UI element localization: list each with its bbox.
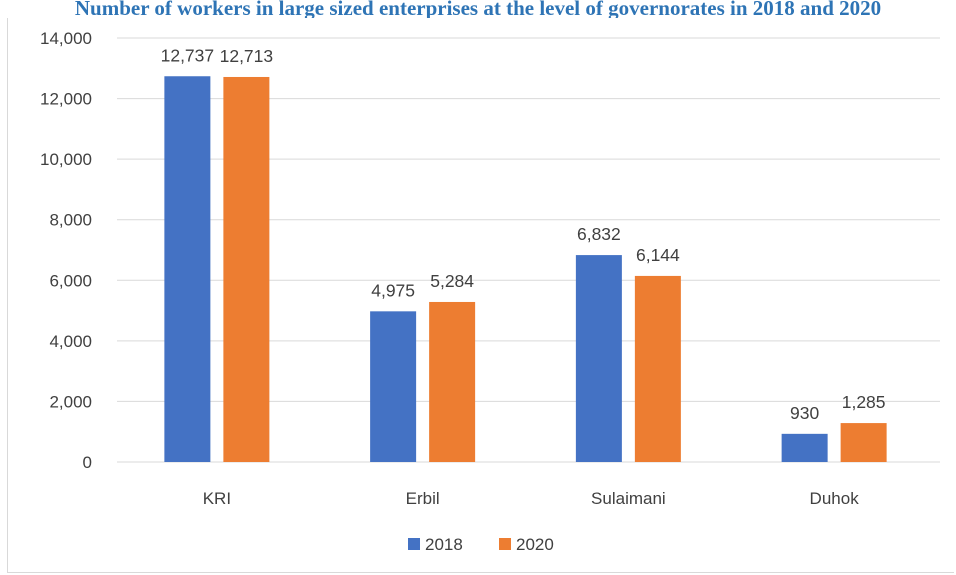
x-category-label: Duhok	[810, 489, 860, 508]
y-tick-label: 8,000	[49, 211, 92, 230]
legend-swatch-2020	[499, 538, 511, 550]
bar-2020-erbil	[429, 301, 476, 462]
data-label: 930	[790, 403, 819, 423]
data-label: 6,144	[636, 245, 680, 265]
bar-2020-duhok	[840, 423, 887, 462]
bar-2018-kri	[164, 76, 211, 462]
bar-2020-sulaimani	[634, 275, 681, 462]
legend-label: 2018	[425, 535, 463, 554]
data-label: 12,713	[220, 46, 274, 66]
data-label: 5,284	[430, 271, 474, 291]
bar-2018-sulaimani	[575, 255, 622, 462]
y-tick-label: 4,000	[49, 332, 92, 351]
data-label: 4,975	[371, 280, 415, 300]
y-tick-label: 12,000	[40, 90, 92, 109]
bar-2018-erbil	[370, 311, 417, 462]
legend-swatch-2018	[408, 538, 420, 550]
bar-2020-kri	[223, 76, 270, 462]
x-category-label: Sulaimani	[591, 489, 666, 508]
y-tick-label: 10,000	[40, 150, 92, 169]
data-label: 12,737	[161, 45, 215, 65]
data-label: 6,832	[577, 224, 621, 244]
x-category-label: Erbil	[406, 489, 440, 508]
chart-title: Number of workers in large sized enterpr…	[74, 0, 882, 20]
y-tick-label: 6,000	[49, 271, 92, 290]
legend-label: 2020	[516, 535, 554, 554]
y-tick-label: 14,000	[40, 29, 92, 48]
x-category-label: KRI	[203, 489, 231, 508]
y-tick-label: 2,000	[49, 392, 92, 411]
bar-2018-duhok	[781, 433, 828, 462]
y-tick-label: 0	[83, 453, 92, 472]
data-label: 1,285	[842, 392, 886, 412]
